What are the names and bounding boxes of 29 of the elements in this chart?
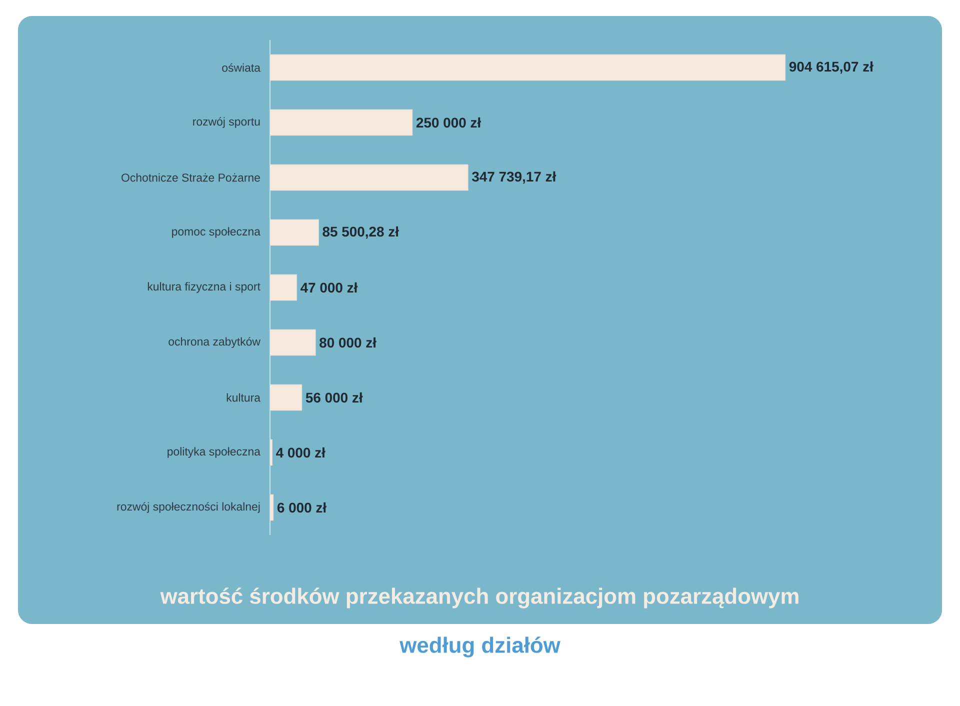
text: według działów bbox=[400, 636, 560, 658]
y-tick-label: rozwój sportu bbox=[193, 117, 260, 128]
bar bbox=[270, 164, 468, 191]
bar bbox=[270, 384, 302, 411]
bar bbox=[270, 439, 272, 466]
data-label: 250 000 zł bbox=[416, 117, 481, 128]
y-tick-label: polityka społeczna bbox=[168, 447, 260, 458]
bar bbox=[270, 494, 274, 521]
data-label: 904 615,07 zł bbox=[789, 61, 874, 74]
data-label: 85 500,28 zł bbox=[322, 226, 399, 239]
data-label: 4 000 zł bbox=[276, 447, 326, 458]
text: wartość środków przekazanych organizacjom pozarządowym bbox=[160, 588, 798, 608]
y-tick-label: kultura bbox=[226, 393, 260, 402]
bar bbox=[270, 219, 319, 246]
bar bbox=[270, 109, 413, 136]
data-label: 56 000 zł bbox=[306, 392, 363, 403]
bar bbox=[270, 54, 786, 81]
bar bbox=[270, 274, 297, 301]
data-label: 6 000 zł bbox=[277, 502, 326, 513]
data-label: 347 739,17 zł bbox=[472, 171, 556, 184]
y-tick-label: kultura fizyczna i sport bbox=[148, 282, 260, 293]
bar bbox=[270, 329, 316, 356]
data-label: 80 000 zł bbox=[320, 337, 376, 348]
y-tick-label: oświata bbox=[222, 63, 260, 72]
data-label: 47 000 zł bbox=[300, 282, 358, 293]
y-tick-label: ochrona zabytków bbox=[168, 337, 260, 348]
y-tick-label: pomoc społeczna bbox=[172, 227, 260, 238]
y-tick-label: rozwój społeczności lokalnej bbox=[117, 502, 260, 513]
y-tick-label: Ochotnicze Straże Pożarne bbox=[122, 173, 260, 182]
